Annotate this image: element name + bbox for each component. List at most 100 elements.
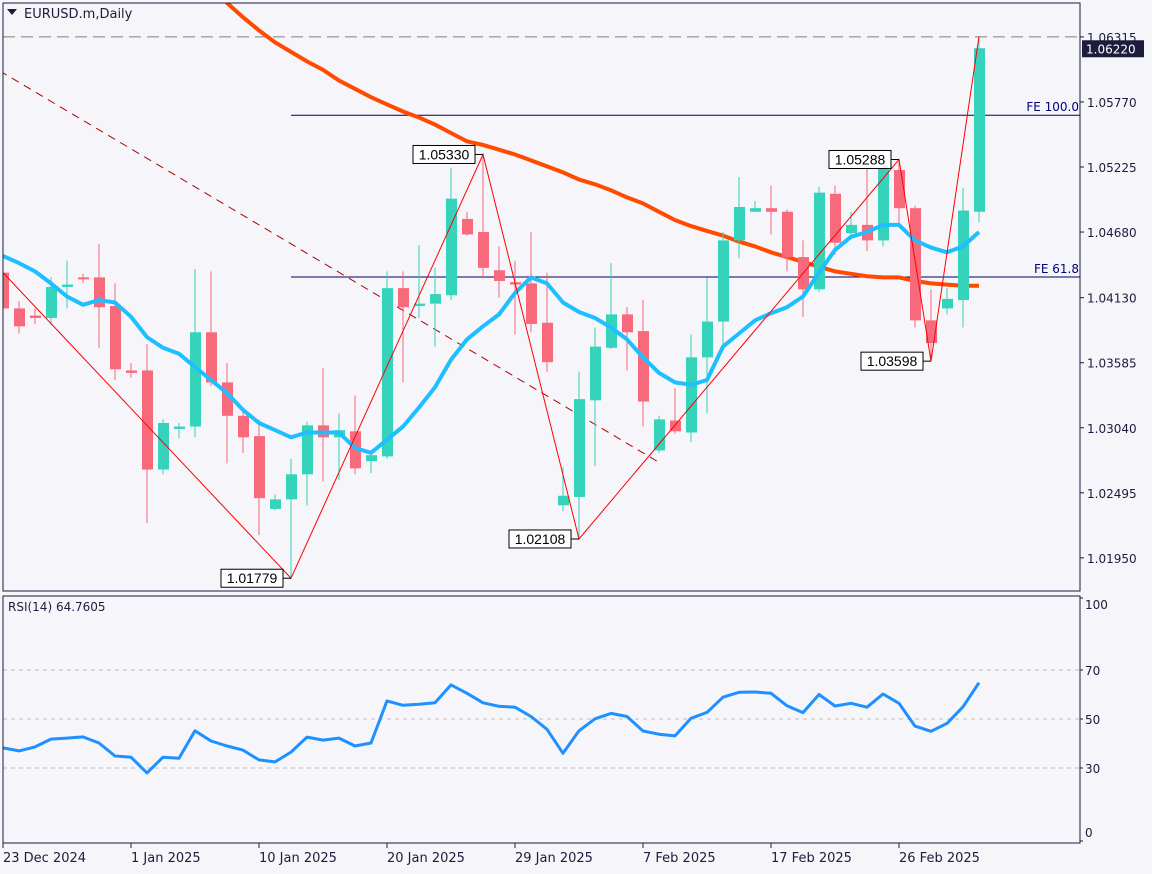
date-label: 23 Dec 2024 xyxy=(3,851,86,866)
bullish-candle[interactable] xyxy=(190,269,201,438)
candle-body xyxy=(206,332,217,383)
label-box xyxy=(828,149,892,169)
bearish-candle[interactable] xyxy=(926,289,937,361)
bullish-candle[interactable] xyxy=(446,167,457,301)
bullish-candle[interactable] xyxy=(974,36,985,223)
swing-price-label: 1.01779 xyxy=(220,568,291,588)
bullish-candle[interactable] xyxy=(174,422,185,439)
bearish-candle[interactable] xyxy=(894,159,905,225)
bullish-candle[interactable] xyxy=(958,187,969,328)
bearish-candle[interactable] xyxy=(110,283,121,381)
bullish-candle[interactable] xyxy=(62,260,73,309)
candle-body xyxy=(46,286,57,318)
current-price-badge xyxy=(1082,40,1144,58)
time-axis[interactable]: 23 Dec 2024 1 Jan 2025 10 Jan 2025 20 Jan 2… xyxy=(2,843,980,866)
bearish-candle[interactable] xyxy=(0,263,9,333)
price-tick-label: 1.02495 xyxy=(1087,487,1137,501)
label-text: 1.03598 xyxy=(867,353,918,369)
bullish-candle[interactable] xyxy=(750,201,761,212)
bearish-candle[interactable] xyxy=(542,272,553,372)
candle-body xyxy=(174,426,185,429)
bullish-candle[interactable] xyxy=(270,494,281,511)
candle-body xyxy=(142,370,153,470)
bullish-candle[interactable] xyxy=(430,267,441,347)
symbol-title: EURUSD.m,Daily xyxy=(24,7,133,22)
bearish-candle[interactable] xyxy=(638,300,649,427)
bullish-candle[interactable] xyxy=(414,245,425,318)
bearish-candle[interactable] xyxy=(30,308,41,324)
candle-body xyxy=(878,167,889,241)
price-tick-label: 1.03040 xyxy=(1087,422,1137,436)
bearish-candle[interactable] xyxy=(494,246,505,298)
candle-body xyxy=(126,370,137,373)
bearish-candle[interactable] xyxy=(142,344,153,524)
rsi-tick-label: 100 xyxy=(1085,598,1108,612)
candle-body xyxy=(702,321,713,358)
rsi-line xyxy=(2,681,981,775)
date-label: 17 Feb 2025 xyxy=(771,851,852,866)
bullish-candle[interactable] xyxy=(942,288,953,315)
bullish-candle[interactable] xyxy=(718,232,729,346)
bearish-candle[interactable] xyxy=(238,407,249,453)
bearish-candle[interactable] xyxy=(14,301,25,334)
slow-moving-average-line xyxy=(224,3,979,288)
candle-body xyxy=(382,288,393,457)
bullish-candle[interactable] xyxy=(366,454,377,474)
bullish-candle[interactable] xyxy=(878,161,889,247)
label-text: 1.05288 xyxy=(835,151,886,167)
candle-body xyxy=(222,382,233,416)
bearish-candle[interactable] xyxy=(94,243,105,348)
bearish-candle[interactable] xyxy=(526,232,537,333)
label-box xyxy=(860,351,924,371)
candle-body xyxy=(638,331,649,402)
bearish-candle[interactable] xyxy=(782,209,793,272)
candle-body xyxy=(622,314,633,333)
bearish-candle[interactable] xyxy=(206,271,217,386)
bullish-candle[interactable] xyxy=(158,419,169,475)
candle-body xyxy=(542,322,553,363)
candle-body xyxy=(942,298,953,309)
price-axis[interactable]: 1.063151.057701.052251.046801.041301.035… xyxy=(1080,31,1144,566)
bearish-candle[interactable] xyxy=(78,273,89,284)
bearish-candle[interactable] xyxy=(126,363,137,378)
bearish-candle[interactable] xyxy=(222,363,233,464)
bullish-candle[interactable] xyxy=(382,271,393,459)
bearish-candle[interactable] xyxy=(670,388,681,434)
bearish-candle[interactable] xyxy=(254,419,265,536)
label-text: 1.01779 xyxy=(227,570,278,586)
candle-body xyxy=(670,420,681,432)
bullish-candle[interactable] xyxy=(286,458,297,579)
candle-body xyxy=(766,208,777,212)
candle-body xyxy=(430,294,441,304)
bullish-candle[interactable] xyxy=(734,177,745,259)
bullish-candle[interactable] xyxy=(606,263,617,349)
bullish-candle[interactable] xyxy=(702,277,713,414)
rsi-tick-label: 50 xyxy=(1085,713,1100,727)
swing-price-label: 1.03598 xyxy=(860,351,931,371)
bearish-candle[interactable] xyxy=(478,154,489,279)
rsi-panel[interactable] xyxy=(2,669,1080,775)
bullish-candle[interactable] xyxy=(654,415,665,453)
bullish-candle[interactable] xyxy=(590,327,601,466)
trendline xyxy=(3,72,660,463)
triangle-down-icon[interactable] xyxy=(7,9,17,15)
bearish-candle[interactable] xyxy=(398,271,409,383)
bearish-candle[interactable] xyxy=(462,211,473,236)
bullish-candle[interactable] xyxy=(574,371,585,539)
chart-title[interactable]: EURUSD.m,Daily xyxy=(7,7,133,22)
candle-body xyxy=(814,192,825,290)
bullish-candle[interactable] xyxy=(686,334,697,443)
bearish-candle[interactable] xyxy=(830,185,841,255)
candle-body xyxy=(574,399,585,497)
rsi-title: RSI(14) 64.7605 xyxy=(8,600,106,614)
candle-body xyxy=(958,210,969,301)
price-panel[interactable]: FE 100.0 FE 61.8 1.01779 1.05330 1.02108 1.05… xyxy=(0,0,1080,588)
bullish-candle[interactable] xyxy=(302,421,313,506)
rsi-tick-label: 70 xyxy=(1085,664,1100,678)
fibo-level-label: FE 100.0 xyxy=(1026,100,1079,114)
label-box xyxy=(508,529,572,549)
candle-body xyxy=(558,495,569,506)
bearish-candle[interactable] xyxy=(766,185,777,235)
candle-body xyxy=(254,436,265,499)
